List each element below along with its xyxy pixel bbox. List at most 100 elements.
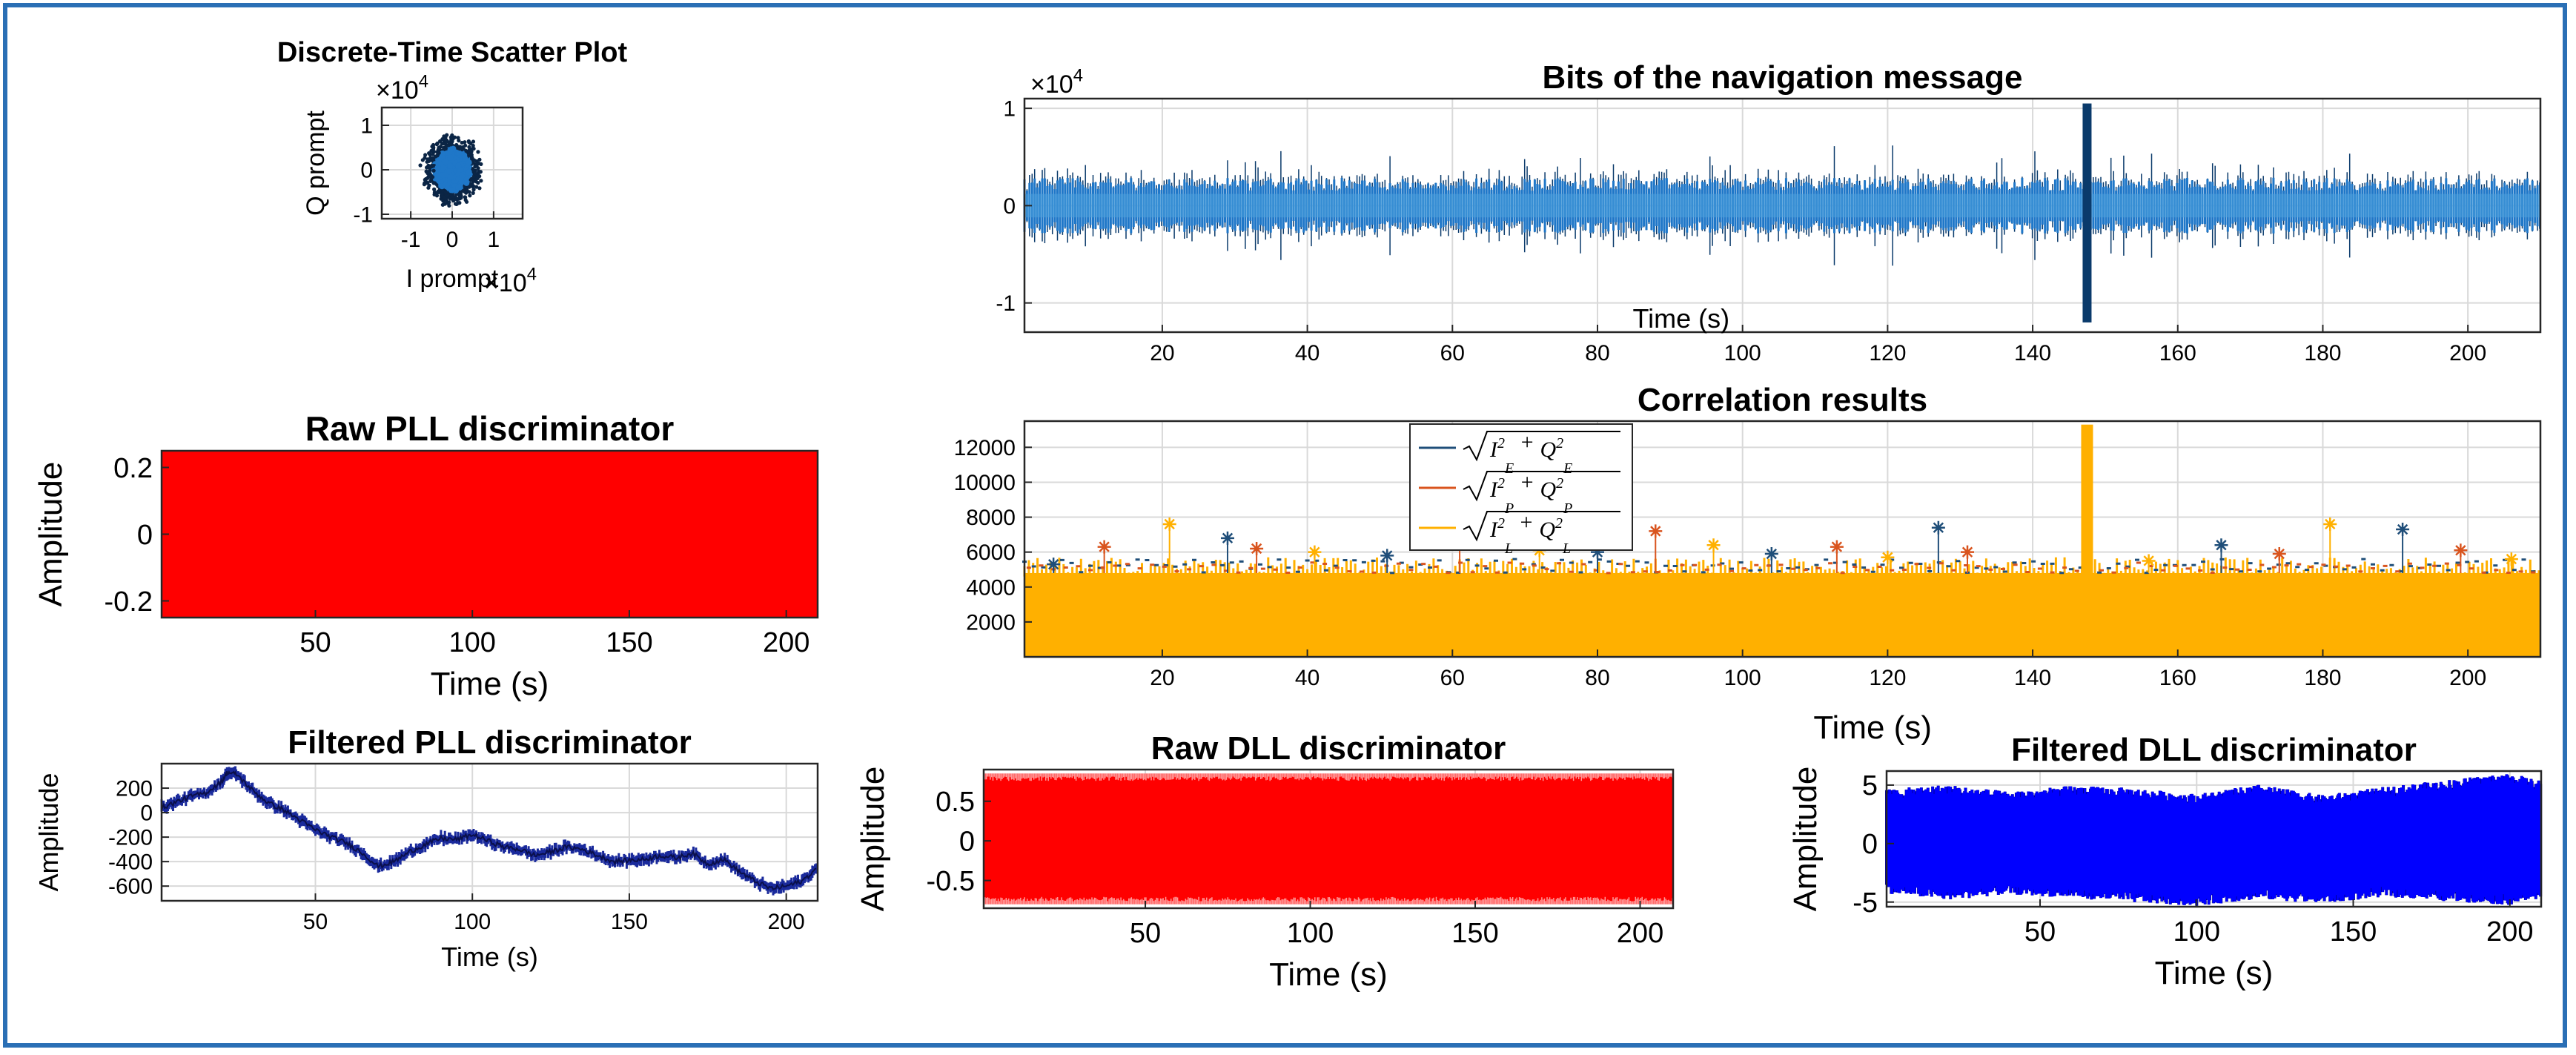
scatter-point	[429, 148, 434, 153]
correlation-legend-label-1: I2P + Q2P	[1489, 470, 1572, 517]
scatter-point	[463, 143, 468, 148]
scatter-point	[439, 151, 446, 157]
filtered_pll-ytick-label-2: -200	[108, 826, 153, 850]
scatter-point	[465, 169, 471, 176]
scatter-point	[469, 182, 474, 187]
scatter-ytick-label-2: -1	[353, 203, 373, 228]
scatter-point	[431, 168, 436, 173]
correlation-xlabel: Time (s)	[1813, 710, 1932, 746]
filtered_pll-xtick-label-0: 50	[303, 910, 328, 934]
scatter-point	[464, 199, 469, 204]
scatter-point	[463, 195, 468, 199]
scatter-points	[418, 133, 483, 208]
filtered_dll-axes-box	[1885, 770, 2543, 908]
correlation-outlier-marker	[1380, 549, 1394, 563]
scatter-point	[477, 161, 481, 165]
scatter-point	[444, 144, 448, 148]
scatter-point	[468, 194, 472, 198]
scatter-point	[468, 178, 473, 182]
correlation-prompt-speckles	[1026, 561, 2536, 575]
scatter-point	[439, 183, 446, 190]
bits-spike	[2082, 103, 2092, 323]
correlation-ytick-label-1: 10000	[954, 471, 1016, 495]
correlation-outlier-marker	[2142, 554, 2156, 568]
scatter-point	[474, 185, 479, 189]
raw-dll-fill	[984, 773, 1673, 904]
correlation-ytick-label-2: 8000	[966, 506, 1016, 530]
scatter-point	[435, 156, 442, 163]
filtered_pll-xtick-label-2: 150	[611, 910, 648, 934]
correlation-xtick-label-0: 20	[1150, 666, 1174, 690]
bits-signal	[1023, 103, 2541, 323]
scatter-point	[432, 187, 437, 191]
scatter-point	[471, 174, 476, 179]
scatter-point	[431, 145, 436, 150]
bits-xtick-label-6: 140	[2014, 341, 2051, 366]
scatter-point	[468, 141, 473, 146]
correlation-xtick-label-9: 200	[2449, 666, 2486, 690]
raw_dll-ytick-label-2: -0.5	[927, 866, 975, 897]
filtered-pll-line	[161, 770, 817, 890]
scatter-point	[449, 187, 456, 194]
scatter-point	[422, 182, 426, 187]
bits-chart: 20 40 60 80 100 120 140 160 180 200 1 0 -1 Bits of th…	[996, 59, 2542, 366]
scatter-point	[460, 140, 464, 145]
filtered_pll-xtick-label-3: 200	[768, 910, 805, 934]
scatter-point	[439, 194, 444, 198]
filtered_dll-xlabel: Time (s)	[2155, 955, 2274, 991]
scatter-point	[447, 147, 454, 153]
scatter-point	[446, 139, 450, 144]
scatter-xtick-label-1: 0	[446, 228, 459, 252]
raw_pll-xlabel: Time (s)	[431, 666, 549, 702]
correlation-legend-sqrt-0	[1463, 431, 1620, 462]
scatter-xtick-label-0: -1	[401, 228, 421, 252]
raw_dll-ytick-label-1: 0	[959, 826, 975, 857]
correlation-axes-box	[1023, 420, 2542, 658]
scatter-point	[458, 178, 465, 185]
scatter-point	[469, 149, 474, 154]
bits-xtick-label-5: 120	[1869, 341, 1906, 366]
scatter-point	[427, 169, 431, 173]
raw_dll-title: Raw DLL discriminator	[1151, 730, 1506, 767]
correlation-outlier-marker	[1250, 541, 1264, 555]
filtered_pll-title: Filtered PLL discriminator	[288, 724, 691, 761]
correlation-outlier-marker	[1961, 545, 1975, 559]
scatter-point	[420, 158, 425, 162]
correlation-outlier-marker	[1931, 520, 1945, 535]
scatter-point	[471, 191, 475, 195]
correlation-ytick-label-0: 12000	[954, 436, 1016, 460]
scatter-point	[440, 172, 446, 179]
bits-ytick-label-1: 0	[1003, 194, 1016, 219]
correlation-ytick-label-5: 2000	[966, 610, 1016, 635]
scatter-point	[451, 136, 455, 141]
bits-title: Bits of the navigation message	[1543, 59, 2023, 96]
correlation-outlier-marker	[1881, 550, 1895, 564]
filtered_dll-xtick-label-2: 150	[2330, 916, 2377, 947]
raw_dll-xtick-label-1: 100	[1287, 918, 1334, 949]
scatter-point	[432, 192, 437, 196]
scatter-point	[457, 192, 462, 197]
raw-pll-fill	[162, 451, 818, 618]
scatter-point	[471, 158, 477, 162]
filtered_dll-title: Filtered DLL discriminator	[2011, 732, 2417, 768]
scatter-point	[443, 189, 448, 194]
filtered_dll-ytick-label-0: 5	[1862, 770, 1878, 801]
scatter-ytick-label-0: 1	[360, 114, 373, 139]
scatter-y-exponent: ×104	[376, 72, 428, 105]
raw_dll-chart: 50 100 150 200 0.5 0 -0.5 Raw DLL discriminator…	[855, 730, 1675, 993]
scatter-point	[451, 194, 455, 199]
correlation-xtick-label-4: 100	[1724, 666, 1761, 690]
scatter-point	[447, 200, 451, 205]
scatter-point	[469, 153, 474, 157]
correlation-outlier-marker	[1047, 558, 1061, 572]
bits-xtick-label-4: 100	[1724, 341, 1761, 366]
scatter-xlabel: I prompt	[406, 265, 499, 293]
filtered_dll-ytick-label-1: 0	[1862, 829, 1878, 860]
correlation-outlier-marker	[2396, 523, 2410, 537]
correlation-outlier-marker	[1097, 540, 1111, 554]
correlation-markers	[1022, 424, 2540, 657]
bits-ytick-label-2: -1	[996, 291, 1016, 316]
correlation-ytick-label-3: 6000	[966, 540, 1016, 565]
scatter-point	[418, 163, 423, 168]
